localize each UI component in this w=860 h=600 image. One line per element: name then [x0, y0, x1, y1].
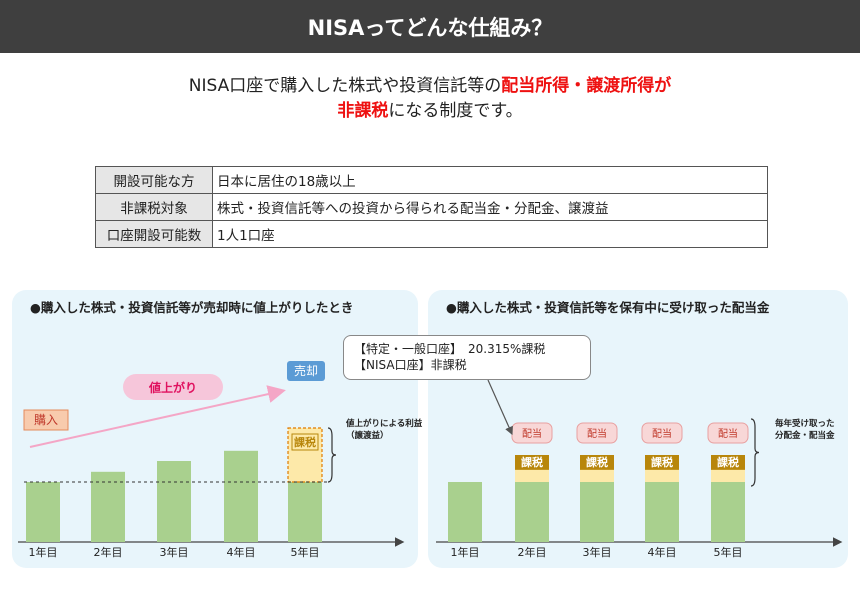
rise-label: 値上がり [148, 380, 197, 395]
info-table: 開設可能な方 日本に居住の18歳以上 非課税対象 株式・投資信託等への投資から得… [95, 166, 768, 248]
table-key: 開設可能な方 [95, 166, 213, 194]
left-note-line-1: 値上がりによる利益 [346, 419, 423, 429]
tax-badge-label: 課税 [294, 435, 316, 449]
dividend-pill-label: 配当 [587, 427, 607, 440]
tax-band [711, 455, 745, 470]
x-tick-label: 2年目 [94, 545, 123, 559]
bar [711, 482, 745, 542]
dividend-pill-label: 配当 [522, 427, 542, 440]
dividend-pill [576, 422, 618, 444]
intro-line1-highlight: 配当所得・譲渡所得が [501, 76, 672, 96]
intro-line2-highlight: 非課税 [337, 101, 389, 121]
intro-line-1: NISA口座で購入した株式や投資信託等の配当所得・譲渡所得が [0, 74, 860, 99]
right-note: 毎年受け取った 分配金・配当金 [775, 418, 835, 442]
x-tick-label: 5年目 [714, 545, 743, 559]
intro-line-2: 非課税になる制度です。 [0, 99, 860, 124]
tax-band [515, 455, 549, 470]
dividend-pill [707, 422, 749, 444]
tax-band [645, 455, 679, 470]
bar [26, 482, 60, 542]
intro-text: NISA口座で購入した株式や投資信託等の配当所得・譲渡所得が 非課税になる制度で… [0, 74, 860, 124]
page-header: NISAってどんな仕組み？ [0, 0, 860, 53]
sell-label-box [287, 361, 325, 381]
tax-band [580, 455, 614, 470]
buy-label: 購入 [34, 413, 58, 427]
bar [224, 450, 258, 542]
dividend-pill-label: 配当 [718, 427, 738, 440]
dividend-pill-label: 配当 [652, 427, 672, 440]
tax-band-label: 課税 [717, 455, 739, 469]
table-value: 株式・投資信託等への投資から得られる配当金・分配金、譲渡益 [212, 193, 768, 221]
rise-arrow [29, 385, 286, 448]
tax-badge [291, 433, 319, 451]
tax-band-label: 課税 [521, 455, 543, 469]
dividend-pill [641, 422, 683, 444]
bar [288, 482, 322, 542]
table-row: 口座開設可能数 1人1口座 [95, 220, 768, 248]
x-tick-label: 4年目 [648, 545, 677, 559]
gain-bar-outline [287, 427, 323, 483]
right-note-line-1: 毎年受け取った [775, 419, 835, 429]
buy-label-box [23, 409, 69, 431]
table-value: 日本に居住の18歳以上 [212, 166, 768, 194]
table-key: 口座開設可能数 [95, 220, 213, 248]
bar [515, 482, 549, 542]
bar [91, 471, 125, 542]
gain-brace [327, 427, 337, 483]
table-row: 非課税対象 株式・投資信託等への投資から得られる配当金・分配金、譲渡益 [95, 193, 768, 221]
left-note: 値上がりによる利益 （譲渡益） [346, 418, 422, 442]
intro-line1-pre: NISA口座で購入した株式や投資信託等の [188, 76, 502, 96]
right-note-line-2: 分配金・配当金 [775, 431, 835, 441]
intro-line2-post: になる制度です。 [388, 101, 523, 121]
sell-label: 売却 [294, 363, 318, 378]
bar [448, 482, 482, 542]
callout-pointer [487, 379, 513, 436]
x-tick-label: 1年目 [451, 545, 480, 559]
table-value: 1人1口座 [212, 220, 768, 248]
left-note-line-2: （譲渡益） [346, 431, 389, 441]
x-tick-label: 3年目 [583, 545, 612, 559]
x-tick-label: 2年目 [518, 545, 547, 559]
x-tick-label: 1年目 [29, 545, 58, 559]
x-tick-label: 5年目 [291, 545, 320, 559]
dividend-brace [750, 418, 760, 487]
callout-line-2: 【NISA口座】非課税 [354, 358, 467, 372]
x-tick-label: 4年目 [227, 545, 256, 559]
page-title: NISAってどんな仕組み？ [307, 15, 553, 40]
bar [645, 482, 679, 542]
tax-band-label: 課税 [586, 455, 608, 469]
bar [580, 482, 614, 542]
tax-band-label: 課税 [651, 455, 673, 469]
x-tick-label: 3年目 [160, 545, 189, 559]
tax-callout: 【特定・一般口座】 20.315%課税 【NISA口座】非課税 [343, 335, 591, 380]
rise-label-pill [123, 374, 223, 400]
callout-line-1: 【特定・一般口座】 20.315%課税 [354, 342, 546, 356]
left-panel-title: ●購入した株式・投資信託等が売却時に値上がりしたとき [30, 300, 354, 315]
bar [157, 461, 191, 542]
table-row: 開設可能な方 日本に居住の18歳以上 [95, 166, 768, 194]
right-panel-title: ●購入した株式・投資信託等を保有中に受け取った配当金 [446, 300, 770, 315]
table-key: 非課税対象 [95, 193, 213, 221]
